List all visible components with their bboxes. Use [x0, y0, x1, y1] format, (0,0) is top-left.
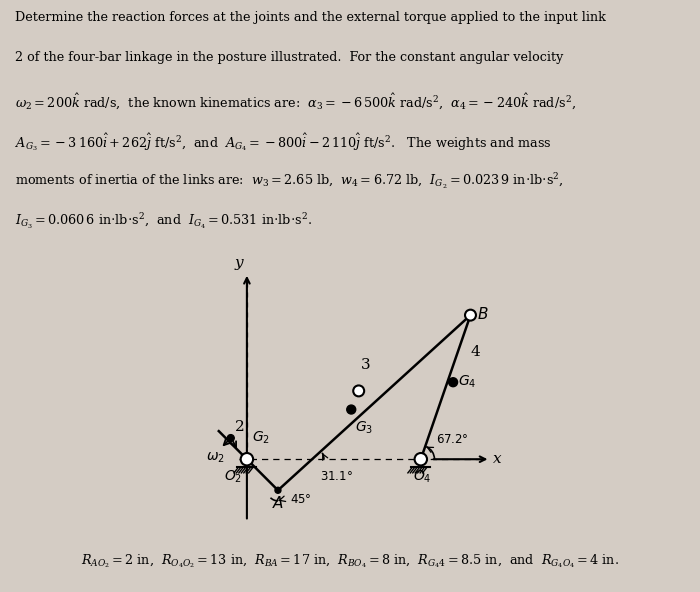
- Text: $45°$: $45°$: [290, 493, 312, 506]
- Text: $A_{G_3} = -3\,160\hat{i} + 262\hat{j}$ ft/s$^2$,  and  $A_{G_4} = -800\hat{i} -: $A_{G_3} = -3\,160\hat{i} + 262\hat{j}$ …: [15, 131, 552, 153]
- Text: 2: 2: [234, 420, 244, 434]
- Text: $G_4$: $G_4$: [458, 374, 477, 390]
- Text: $67.2°$: $67.2°$: [436, 433, 468, 446]
- Text: $O_2$: $O_2$: [224, 468, 242, 485]
- Text: 3: 3: [361, 358, 371, 372]
- Text: $R_{AO_2} = 2$ in,  $R_{O_4O_2} = 13$ in,  $R_{BA} = 17$ in,  $R_{BO_4} = 8$ in,: $R_{AO_2} = 2$ in, $R_{O_4O_2} = 13$ in,…: [81, 552, 619, 570]
- Text: $I_{G_3} = 0.060\,6$ in$\cdot$lb$\cdot$s$^2$,  and  $I_{G_4} = 0.531$ in$\cdot$l: $I_{G_3} = 0.060\,6$ in$\cdot$lb$\cdot$s…: [15, 212, 312, 231]
- Text: 4: 4: [470, 345, 480, 359]
- Circle shape: [275, 487, 281, 493]
- Circle shape: [414, 453, 427, 465]
- Text: $O_4$: $O_4$: [413, 469, 431, 485]
- Circle shape: [354, 385, 364, 397]
- Circle shape: [449, 378, 458, 387]
- Text: $\omega_2 = 200\hat{k}$ rad/s,  the known kinematics are:  $\alpha_3 = -6\,500\h: $\omega_2 = 200\hat{k}$ rad/s, the known…: [15, 91, 576, 111]
- Text: $\omega_2$: $\omega_2$: [206, 451, 225, 465]
- Circle shape: [228, 435, 234, 442]
- Text: 2 of the four-bar linkage in the posture illustrated.  For the constant angular : 2 of the four-bar linkage in the posture…: [15, 51, 564, 64]
- Text: moments of inertia of the links are:  $w_3 = 2.65$ lb,  $w_4 = 6.72$ lb,  $I_{G_: moments of inertia of the links are: $w_…: [15, 172, 564, 191]
- Circle shape: [346, 405, 356, 414]
- Text: $G_3$: $G_3$: [355, 420, 373, 436]
- Text: x: x: [494, 452, 502, 466]
- Text: $G_2$: $G_2$: [252, 430, 270, 446]
- Text: Determine the reaction forces at the joints and the external torque applied to t: Determine the reaction forces at the joi…: [15, 11, 606, 24]
- Circle shape: [241, 453, 253, 465]
- Text: $A$: $A$: [272, 495, 284, 511]
- Text: $31.1°$: $31.1°$: [320, 471, 353, 484]
- Text: y: y: [234, 256, 243, 271]
- Text: $B$: $B$: [477, 306, 489, 322]
- Circle shape: [465, 310, 476, 321]
